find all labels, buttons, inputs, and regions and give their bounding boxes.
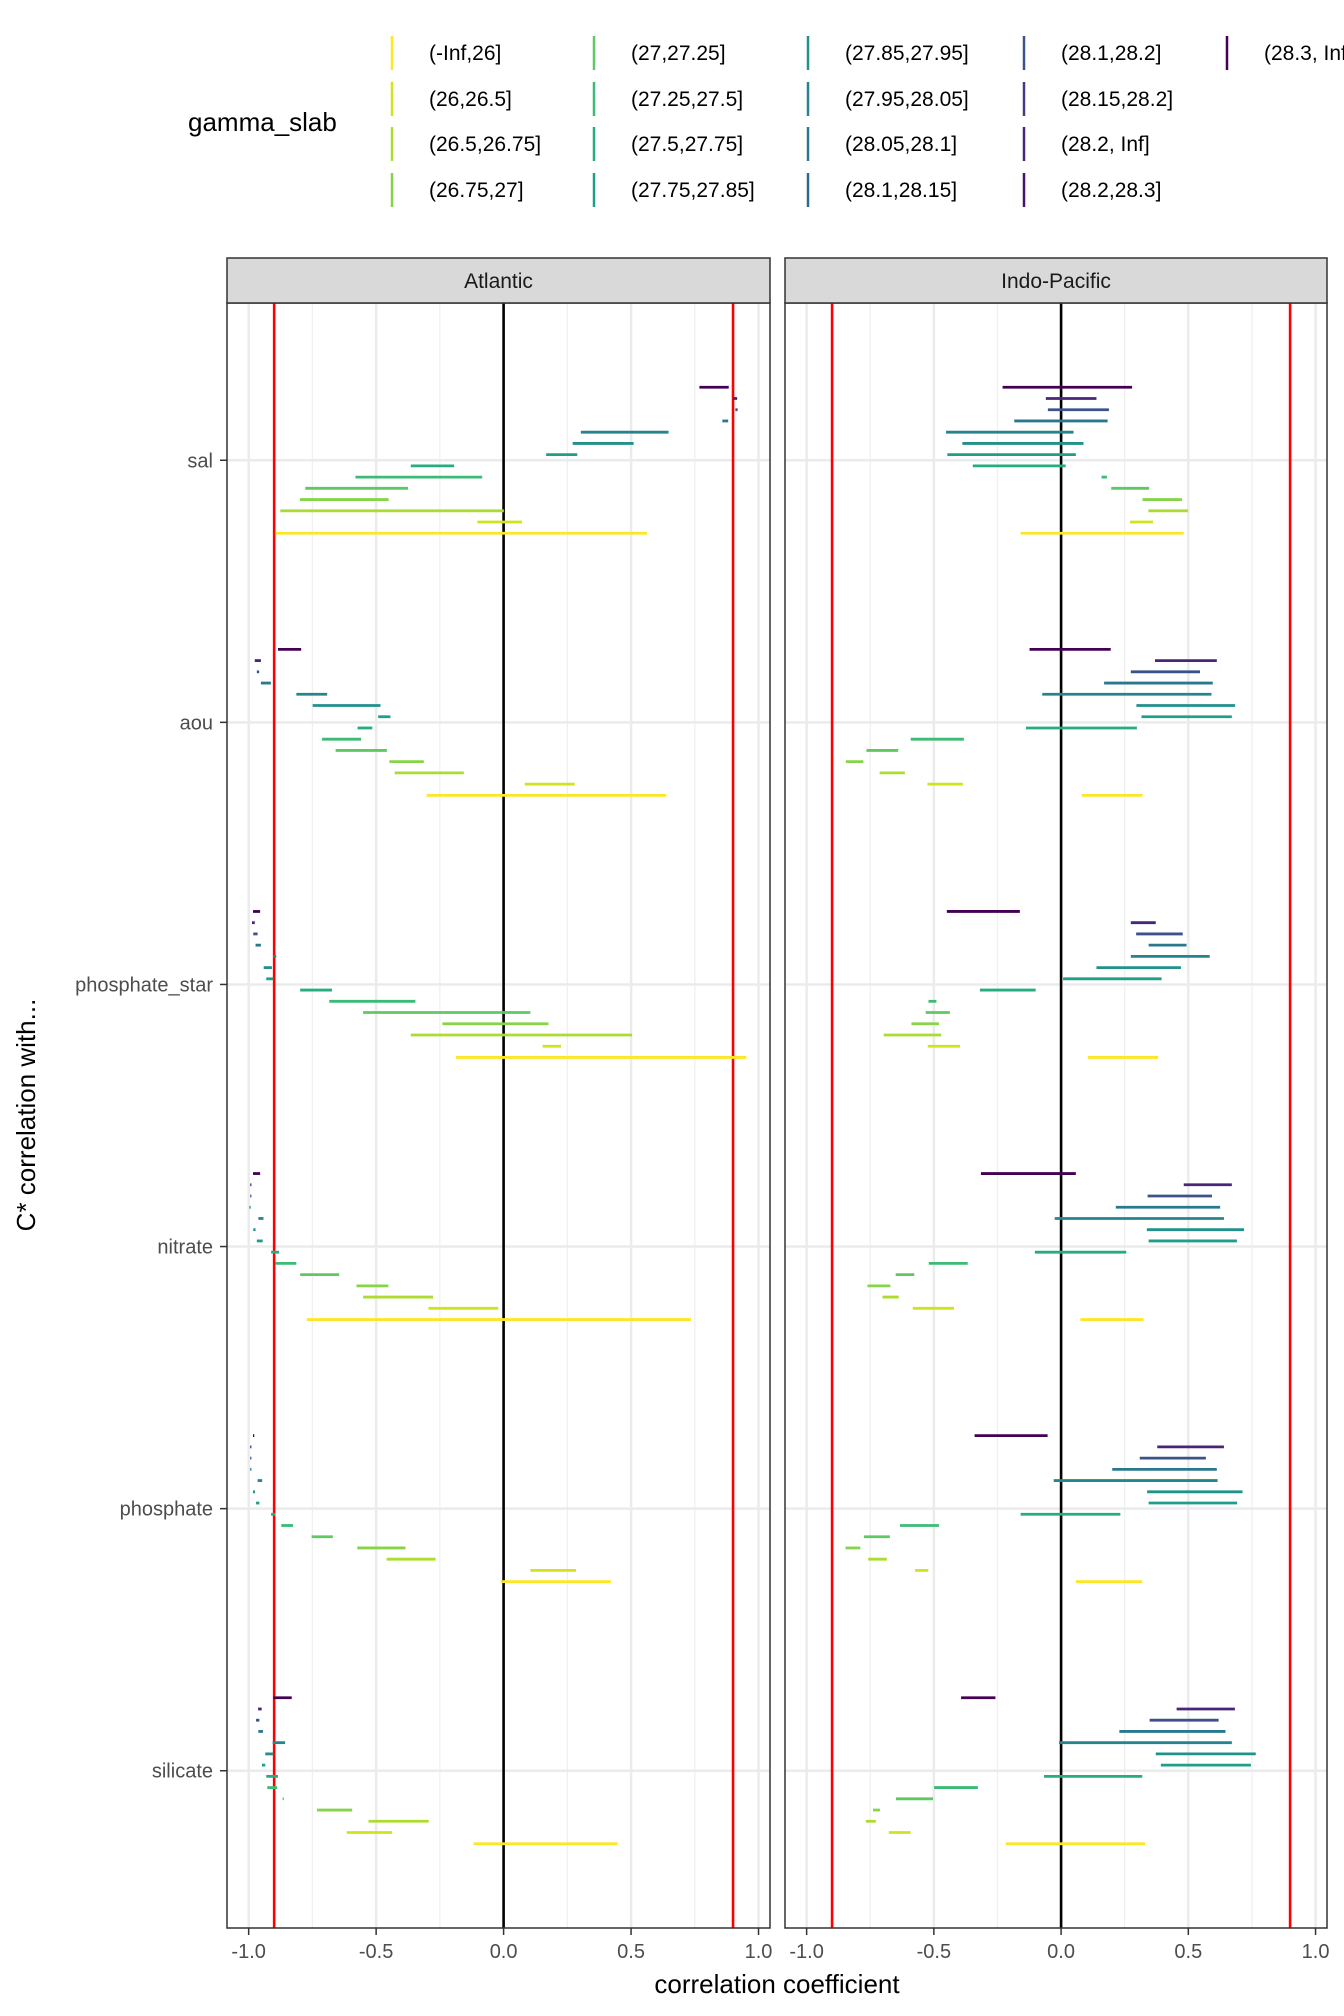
legend-label: (27.75,27.85]: [631, 179, 755, 202]
panel-atlantic: Atlantic -1.0 -0.5 0.0 0.5 1.0: [226, 257, 773, 1963]
y-tick-label: phosphate: [120, 1499, 213, 1521]
panel-background: [227, 303, 770, 1928]
x-tick-label: 0.0: [1047, 1941, 1075, 1963]
legend-label: (27.25,27.5]: [631, 88, 743, 111]
facet-strip: [226, 257, 771, 304]
y-tick-label: aou: [180, 712, 213, 734]
legend: gamma_slab (-Inf,26] (26,26.5] (26.5,26.75…: [188, 36, 1344, 207]
y-tick-label: sal: [187, 450, 213, 472]
legend-label: (26.5,26.75]: [429, 133, 541, 156]
facet-strip: [784, 257, 1328, 304]
legend-label: (27.85,27.95]: [845, 42, 969, 65]
legend-label: (28.05,28.1]: [845, 133, 957, 156]
legend-label: (27.5,27.75]: [631, 133, 743, 156]
legend-label: (26,26.5]: [429, 88, 512, 111]
panel-background: [785, 303, 1327, 1928]
x-tick-label: -0.5: [917, 1941, 951, 1963]
y-tick-label: phosphate_star: [75, 974, 213, 996]
x-tick-label: 1.0: [1302, 1941, 1330, 1963]
y-axis-title: C* correlation with...: [11, 999, 41, 1232]
panel-indo-pacific: Indo-Pacific -1.0 -0.5 0.0 0.5 1.0: [784, 257, 1330, 1963]
x-tick-label: 0.5: [1174, 1941, 1202, 1963]
x-tick-label: -1.0: [231, 1941, 265, 1963]
legend-label: (28.3, Inf]: [1264, 42, 1344, 65]
x-tick-label: -0.5: [359, 1941, 393, 1963]
x-tick-label: -1.0: [789, 1941, 823, 1963]
legend-label: (28.1,28.2]: [1061, 42, 1161, 65]
facet-label: Atlantic: [464, 270, 533, 293]
x-tick-label: 1.0: [745, 1941, 773, 1963]
legend-label: (27,27.25]: [631, 42, 726, 65]
legend-label: (28.1,28.15]: [845, 179, 957, 202]
legend-title: gamma_slab: [188, 107, 337, 137]
y-tick-label: silicate: [152, 1761, 213, 1783]
legend-label: (28.15,28.2]: [1061, 88, 1173, 111]
x-axis-title: correlation coefficient: [654, 1969, 900, 1999]
legend-label: (28.2,28.3]: [1061, 179, 1161, 202]
legend-label: (28.2, Inf]: [1061, 133, 1150, 156]
x-tick-label: 0.5: [617, 1941, 645, 1963]
legend-label: (-Inf,26]: [429, 42, 501, 65]
facet-label: Indo-Pacific: [1001, 270, 1111, 293]
x-tick-label: 0.0: [490, 1941, 518, 1963]
y-tick-label: nitrate: [157, 1237, 213, 1259]
legend-label: (27.95,28.05]: [845, 88, 969, 111]
legend-label: (26.75,27]: [429, 179, 524, 202]
